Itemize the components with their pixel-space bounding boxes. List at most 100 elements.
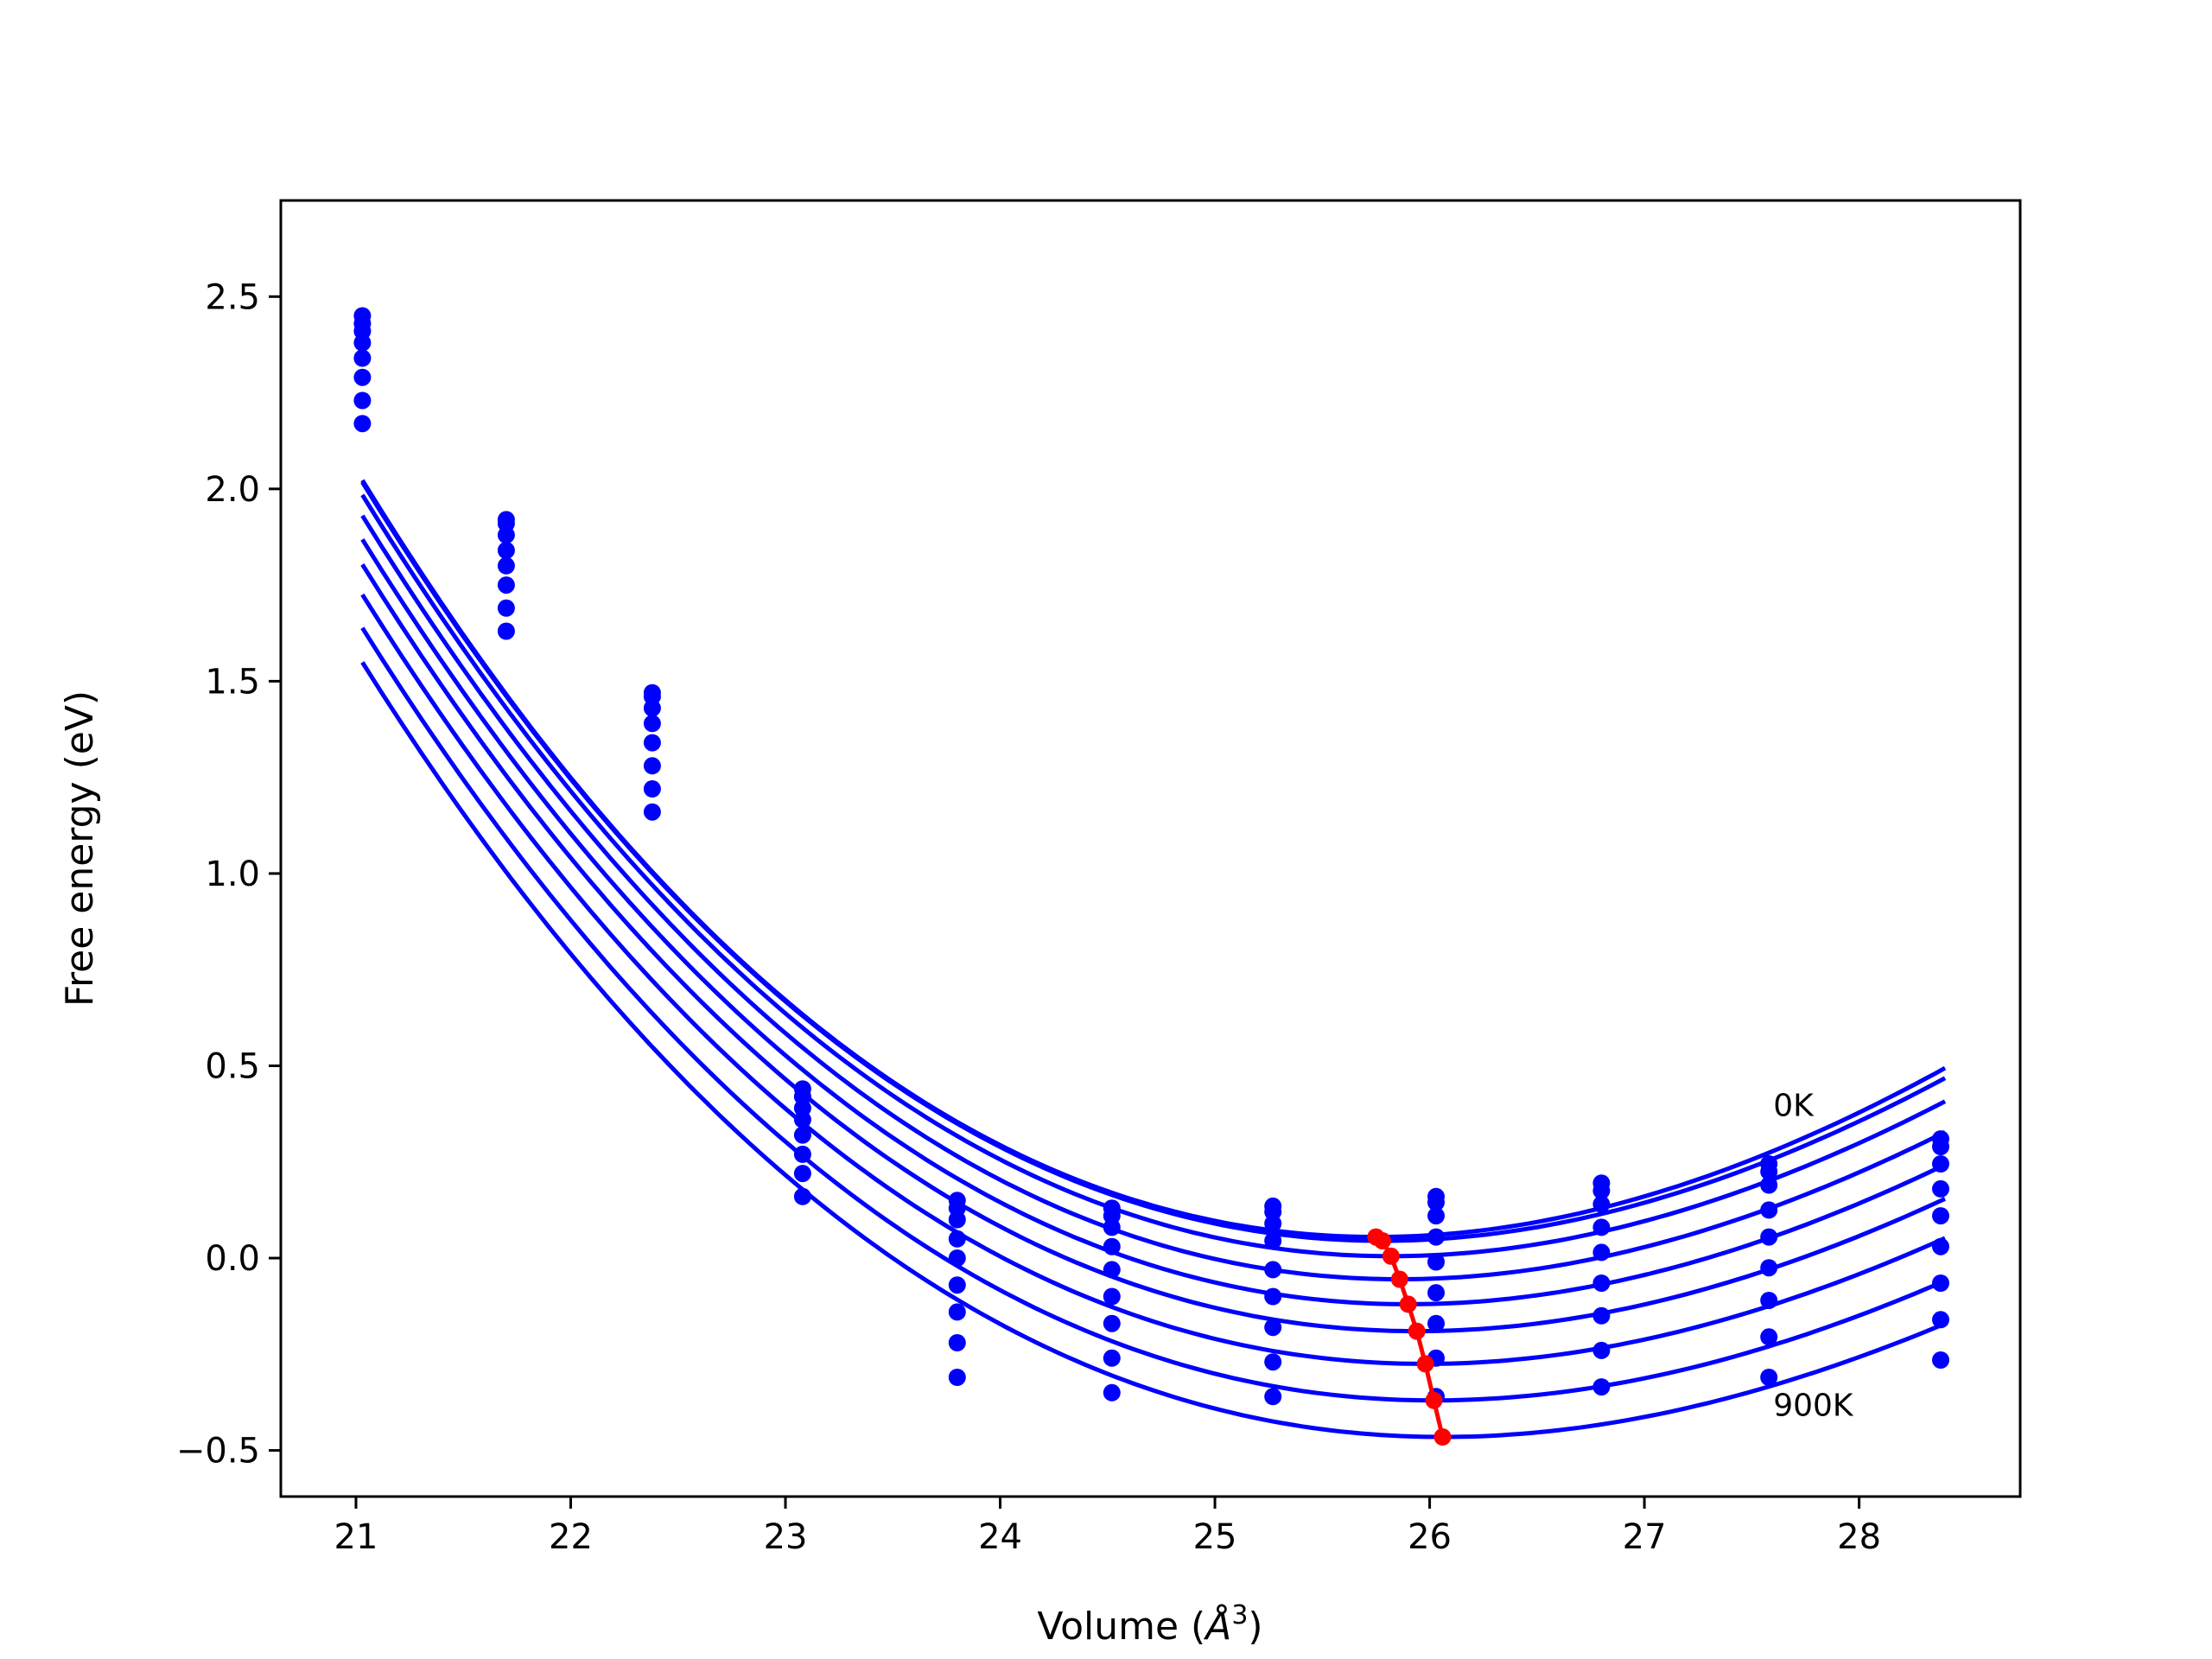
data-point <box>1103 1237 1121 1255</box>
minimum-point <box>1408 1322 1426 1340</box>
data-point <box>1932 1274 1949 1292</box>
data-point <box>643 803 661 821</box>
data-point <box>1264 1353 1282 1371</box>
y-tick-label: 2.5 <box>205 277 260 317</box>
fit-curve-4 <box>360 537 1947 1306</box>
minimum-point <box>1425 1391 1443 1409</box>
minimum-point <box>1399 1295 1417 1313</box>
fit-curve-2 <box>360 493 1947 1259</box>
x-tick-label: 26 <box>1408 1517 1452 1557</box>
x-axis-label: Volume (Å3) <box>1037 1600 1262 1649</box>
data-point <box>497 622 515 640</box>
data-point <box>1264 1232 1282 1249</box>
x-tick-label: 28 <box>1837 1517 1881 1557</box>
x-tick-label: 21 <box>334 1517 378 1557</box>
fit-curve-1 <box>360 480 1947 1243</box>
data-point <box>1760 1201 1778 1219</box>
x-axis: 21 22 23 24 25 26 27 28 <box>334 1497 1881 1557</box>
scatter-points <box>353 307 1949 1406</box>
data-point <box>948 1276 966 1294</box>
data-point <box>1760 1292 1778 1309</box>
data-point <box>643 715 661 733</box>
data-point <box>497 576 515 594</box>
data-point <box>1264 1287 1282 1306</box>
y-tick-label: 1.0 <box>205 855 260 894</box>
y-tick-label: 0.5 <box>205 1046 260 1086</box>
data-point <box>948 1334 966 1351</box>
data-point <box>793 1110 811 1128</box>
minimum-point <box>1433 1428 1452 1446</box>
x-axis-label-close: ) <box>1248 1605 1262 1649</box>
data-point <box>1592 1306 1611 1325</box>
fit-curve-5 <box>360 563 1947 1334</box>
fit-curve-6 <box>360 593 1947 1366</box>
data-point <box>1264 1388 1282 1406</box>
annotation-label: 900K <box>1773 1389 1854 1424</box>
minimum-point <box>1416 1355 1434 1373</box>
data-point <box>353 334 372 352</box>
data-point <box>1592 1243 1611 1262</box>
data-point <box>948 1211 966 1229</box>
y-axis: −0.5 0.0 0.5 1.0 1.5 2.0 2.5 <box>176 277 281 1471</box>
data-point <box>1932 1237 1949 1255</box>
data-point <box>793 1145 811 1163</box>
data-point <box>1592 1378 1611 1396</box>
x-tick-label: 22 <box>549 1517 593 1557</box>
data-point <box>1427 1314 1445 1332</box>
data-point <box>948 1369 966 1386</box>
data-point <box>353 391 372 410</box>
data-point <box>1427 1193 1445 1211</box>
data-point <box>353 368 372 386</box>
data-point <box>1103 1383 1121 1402</box>
x-tick-label: 23 <box>764 1517 808 1557</box>
data-point <box>1932 1179 1949 1198</box>
data-point <box>1592 1195 1611 1213</box>
data-point <box>643 780 661 798</box>
data-point <box>1264 1319 1282 1337</box>
y-axis-label: Free energy (eV) <box>58 690 102 1007</box>
data-point <box>643 734 661 752</box>
data-point <box>1760 1228 1778 1246</box>
plot-frame <box>279 199 2022 1498</box>
data-point <box>1932 1351 1949 1369</box>
data-point <box>1760 1328 1778 1346</box>
x-tick-label: 24 <box>978 1517 1022 1557</box>
data-point <box>1427 1253 1445 1271</box>
data-point <box>1103 1349 1121 1367</box>
data-point <box>948 1303 966 1321</box>
x-axis-label-power: 3 <box>1231 1600 1248 1630</box>
data-point <box>1592 1218 1611 1236</box>
data-point <box>948 1249 966 1267</box>
y-tick-label: 1.5 <box>205 662 260 702</box>
y-tick-label: 2.0 <box>205 470 260 510</box>
data-point <box>1103 1218 1121 1236</box>
minimum-point <box>1382 1247 1400 1265</box>
annotation-label: 0K <box>1773 1088 1815 1123</box>
data-point <box>1932 1207 1949 1225</box>
data-point <box>1932 1311 1949 1329</box>
y-tick-label: −0.5 <box>176 1432 260 1471</box>
data-point <box>497 542 515 559</box>
data-point <box>1264 1215 1282 1232</box>
data-point <box>1264 1261 1282 1279</box>
fit-curve-7 <box>360 626 1946 1403</box>
data-point <box>948 1230 966 1248</box>
minima-series <box>1367 1228 1452 1446</box>
fit-curve-8 <box>360 661 1946 1440</box>
x-tick-label: 27 <box>1623 1517 1667 1557</box>
data-point <box>1103 1287 1121 1306</box>
data-point <box>1427 1207 1445 1225</box>
x-tick-label: 25 <box>1193 1517 1237 1557</box>
x-axis-label-symbol: Å <box>1203 1603 1231 1649</box>
data-point <box>1592 1182 1611 1200</box>
minimum-point <box>1373 1232 1391 1249</box>
data-point <box>497 599 515 617</box>
data-point <box>1103 1314 1121 1332</box>
data-point <box>793 1165 811 1183</box>
minimum-point <box>1390 1270 1408 1288</box>
data-point <box>497 556 515 575</box>
data-point <box>1760 1259 1778 1277</box>
data-point <box>1427 1284 1445 1302</box>
data-point <box>1592 1341 1611 1359</box>
